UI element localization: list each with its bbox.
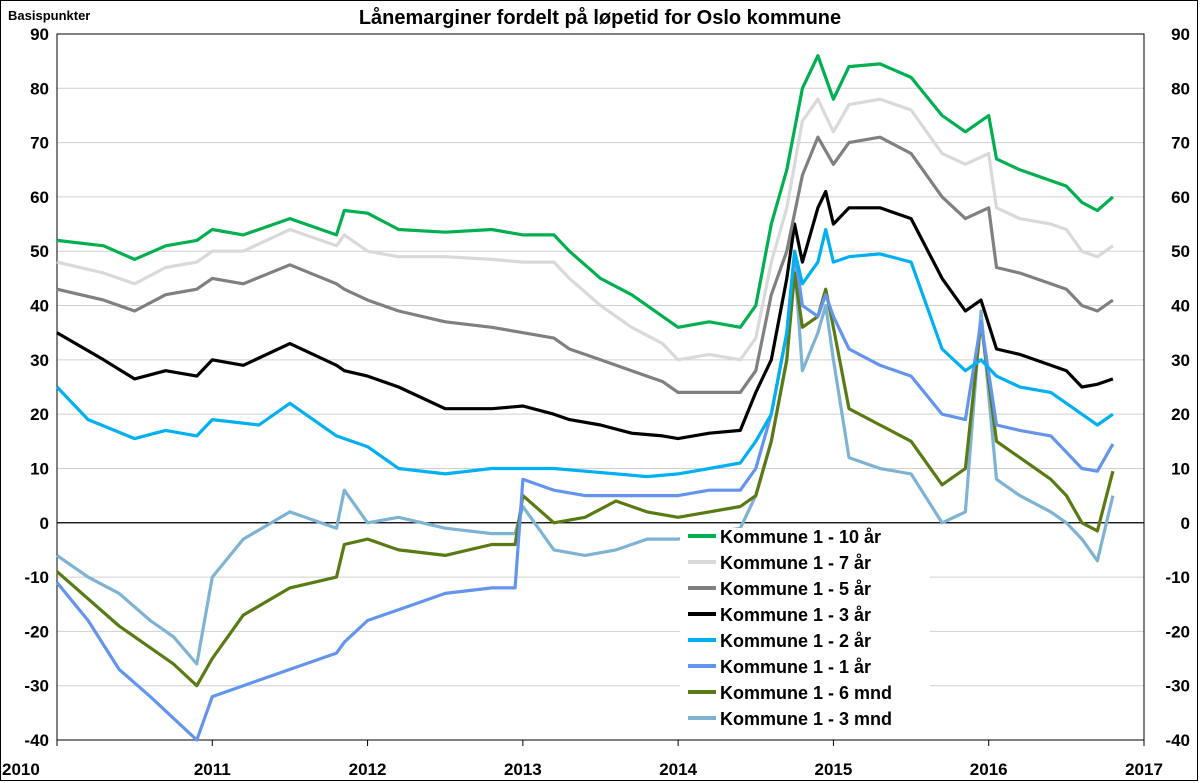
series-line-0 — [56, 54, 1114, 329]
y-tick-right-2: -20 — [1165, 622, 1190, 641]
y-tick-left-9: 50 — [30, 242, 49, 261]
series-line-7 — [56, 260, 1115, 666]
y-tick-right-5: 10 — [1171, 459, 1190, 478]
series-line-5 — [55, 249, 1115, 742]
left-y-axis: -40 -30 -20 -10 0 10 20 30 40 50 60 70 80 90 — [24, 25, 49, 750]
plot-border — [56, 33, 1145, 741]
legend-label-7: Kommune 1 - 3 mnd — [720, 709, 892, 729]
y-tick-right-6: 20 — [1171, 405, 1190, 424]
y-tick-left-13: 90 — [30, 25, 49, 44]
legend-label-2: Kommune 1 - 5 år — [720, 579, 871, 599]
x-tick-3: 2013 — [504, 760, 542, 779]
y-tick-right-13: 90 — [1171, 25, 1190, 44]
legend-label-5: Kommune 1 - 1 år — [720, 657, 871, 677]
plot-area — [56, 33, 1145, 741]
y-tick-right-1: -30 — [1165, 677, 1190, 696]
series-line-3 — [56, 189, 1114, 441]
y-tick-left-11: 70 — [30, 134, 49, 153]
legend-label-4: Kommune 1 - 2 år — [720, 631, 871, 651]
y-tick-right-12: 80 — [1171, 79, 1190, 98]
x-tick-6: 2016 — [970, 760, 1008, 779]
y-tick-right-9: 50 — [1171, 242, 1190, 261]
y-tick-left-5: 10 — [30, 459, 49, 478]
y-tick-left-6: 20 — [30, 405, 49, 424]
legend-label-6: Kommune 1 - 6 mnd — [720, 683, 892, 703]
y-tick-right-0: -40 — [1165, 731, 1190, 750]
y-tick-right-7: 30 — [1171, 351, 1190, 370]
y-tick-left-10: 60 — [30, 188, 49, 207]
legend-background — [680, 528, 930, 738]
y-tick-left-3: -10 — [24, 568, 49, 587]
x-tick-5: 2015 — [815, 760, 853, 779]
y-tick-left-0: -40 — [24, 731, 49, 750]
y-tick-left-2: -20 — [24, 622, 49, 641]
x-tick-4: 2014 — [659, 760, 697, 779]
y-tick-right-4: 0 — [1181, 514, 1190, 533]
series-layer — [55, 54, 1115, 742]
legend: Kommune 1 - 10 år Kommune 1 - 7 år Kommune… — [680, 527, 930, 738]
series-line-1 — [56, 97, 1114, 362]
x-tick-7: 2017 — [1125, 760, 1163, 779]
y-tick-right-8: 40 — [1171, 297, 1190, 316]
series-line-4 — [55, 227, 1114, 479]
y-tick-right-11: 70 — [1171, 134, 1190, 153]
y-tick-left-8: 40 — [30, 297, 49, 316]
series-line-2 — [56, 135, 1114, 394]
gridlines — [57, 33, 1144, 741]
x-axis: 2010 2011 2012 2013 2014 2015 2016 2017 — [2, 740, 1163, 779]
x-tick-2: 2012 — [349, 760, 387, 779]
chart-title: Lånemarginer fordelt på løpetid for Oslo… — [359, 6, 841, 29]
x-tick-1: 2011 — [194, 760, 231, 779]
legend-label-3: Kommune 1 - 3 år — [720, 605, 871, 625]
y-tick-right-3: -10 — [1165, 568, 1190, 587]
y-tick-left-12: 80 — [30, 79, 49, 98]
y-tick-left-1: -30 — [24, 677, 49, 696]
y-tick-left-7: 30 — [30, 351, 49, 370]
series-line-6 — [55, 271, 1115, 688]
legend-label-1: Kommune 1 - 7 år — [720, 553, 871, 573]
legend-label-0: Kommune 1 - 10 år — [720, 527, 881, 547]
x-tick-0: 2010 — [2, 760, 40, 779]
y-tick-right-10: 60 — [1171, 188, 1190, 207]
y-tick-left-4: 0 — [40, 514, 49, 533]
y-axis-unit-label: Basispunkter — [8, 8, 90, 23]
right-y-axis: -40 -30 -20 -10 0 10 20 30 40 50 60 70 80 90 — [1165, 25, 1190, 750]
